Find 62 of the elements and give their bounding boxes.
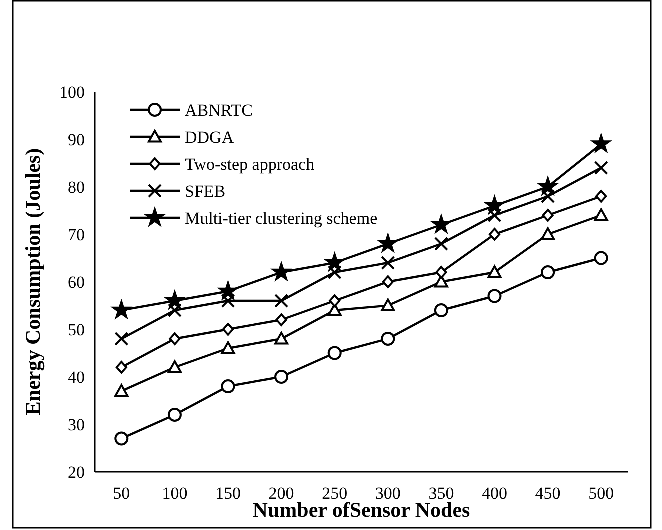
point [114, 332, 129, 346]
point [328, 346, 342, 360]
y-tick-label: 40 [68, 368, 85, 387]
legend-label: DDGA [185, 128, 235, 147]
point [488, 266, 502, 278]
y-tick-label: 60 [68, 272, 85, 292]
point [274, 294, 289, 308]
point [381, 298, 396, 312]
y-tick-label: 30 [68, 415, 85, 434]
point [488, 208, 502, 222]
x-tick-label: 50 [113, 484, 130, 503]
x-tick-label: 100 [162, 484, 188, 503]
point [276, 314, 288, 326]
point [168, 304, 182, 318]
point [168, 360, 182, 374]
point [488, 289, 502, 304]
x-tick-label: 450 [535, 484, 561, 503]
y-tick-label: 50 [68, 320, 85, 340]
point [542, 209, 554, 222]
point [541, 266, 556, 280]
legend-label: ABNRTC [185, 100, 253, 120]
y-tick-label: 20 [68, 462, 85, 482]
y-tick-label: 100 [60, 82, 85, 102]
point [116, 361, 128, 374]
point [594, 208, 608, 222]
point [381, 332, 396, 346]
x-tick-label: 500 [588, 484, 614, 503]
point [541, 228, 556, 240]
x-tick-label: 400 [482, 484, 508, 503]
point [381, 256, 396, 270]
point [434, 237, 448, 251]
point [221, 380, 236, 394]
point [328, 266, 342, 280]
legend-label: Multi-tier clustering scheme [185, 208, 378, 228]
point [541, 190, 556, 204]
point [592, 134, 610, 152]
point [596, 190, 608, 203]
point [221, 342, 236, 354]
point [382, 276, 394, 288]
point [434, 304, 448, 318]
point [329, 294, 341, 308]
y-tick-label: 90 [68, 130, 85, 150]
point [328, 304, 342, 316]
point [434, 275, 448, 288]
y-axis-title: Energy Consumption (Joules) [21, 148, 45, 416]
point [488, 228, 501, 241]
point [274, 370, 289, 384]
y-tick-label: 80 [68, 178, 85, 197]
x-tick-label: 150 [216, 484, 241, 503]
point [169, 332, 181, 346]
point [274, 332, 289, 345]
legend-label: SFEB [185, 182, 226, 201]
point [222, 323, 234, 336]
point [168, 408, 182, 422]
point [436, 266, 448, 279]
point [221, 294, 236, 308]
point [114, 384, 129, 398]
y-tick-label: 70 [68, 225, 85, 244]
point [114, 432, 129, 446]
legend-label: Two-step approach [185, 154, 316, 174]
point [594, 161, 608, 175]
point [594, 251, 608, 266]
